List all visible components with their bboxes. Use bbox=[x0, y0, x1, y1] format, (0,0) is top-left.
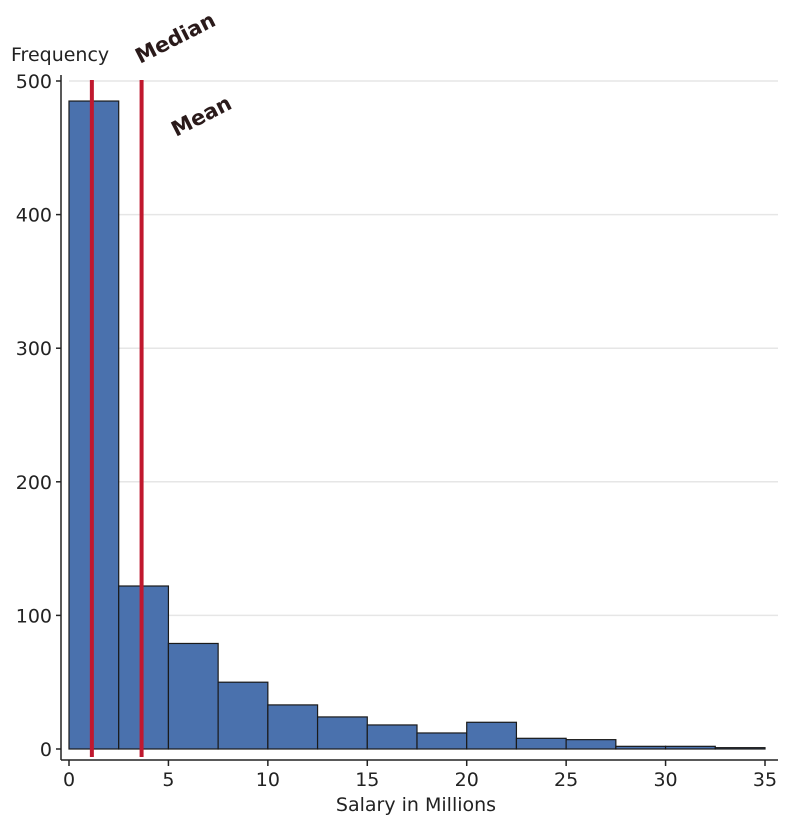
y-tick-label: 0 bbox=[40, 739, 52, 761]
y-tick-label: 300 bbox=[16, 338, 52, 360]
histogram-bar bbox=[466, 721, 518, 750]
y-axis-title: Frequency bbox=[11, 44, 109, 66]
x-tick-label: 0 bbox=[63, 769, 75, 791]
x-tick-label: 25 bbox=[554, 769, 578, 791]
histogram-bars bbox=[68, 100, 766, 750]
histogram-bar bbox=[267, 704, 319, 750]
x-tick-label: 30 bbox=[653, 769, 677, 791]
reference-lines bbox=[89, 80, 144, 757]
grid-lines bbox=[69, 80, 778, 617]
x-tick-label: 35 bbox=[753, 769, 777, 791]
x-tick-label: 5 bbox=[162, 769, 174, 791]
histogram-bar bbox=[416, 732, 468, 750]
histogram-bar bbox=[366, 724, 418, 750]
median-annotation: Median bbox=[131, 8, 219, 69]
axes: 0 100 200 300 400 500 0 5 10 15 20 25 30 35 bbox=[16, 71, 778, 791]
histogram-bar bbox=[515, 737, 567, 750]
x-tick-label: 20 bbox=[455, 769, 479, 791]
histogram-bar bbox=[664, 745, 716, 750]
y-tick-label: 400 bbox=[16, 205, 52, 227]
histogram-bar bbox=[167, 642, 219, 750]
y-tick-label: 200 bbox=[16, 472, 52, 494]
y-tick-label: 500 bbox=[16, 71, 52, 93]
histogram-bar bbox=[316, 716, 368, 750]
x-axis-title: Salary in Millions bbox=[336, 794, 496, 816]
histogram-bar bbox=[714, 747, 766, 750]
histogram-bar bbox=[615, 745, 667, 750]
x-tick-label: 15 bbox=[355, 769, 379, 791]
mean-annotation: Mean bbox=[167, 91, 235, 142]
x-tick-label: 10 bbox=[256, 769, 280, 791]
y-tick-label: 100 bbox=[16, 605, 52, 627]
histogram-bar bbox=[217, 681, 269, 750]
histogram-bar bbox=[565, 739, 617, 750]
